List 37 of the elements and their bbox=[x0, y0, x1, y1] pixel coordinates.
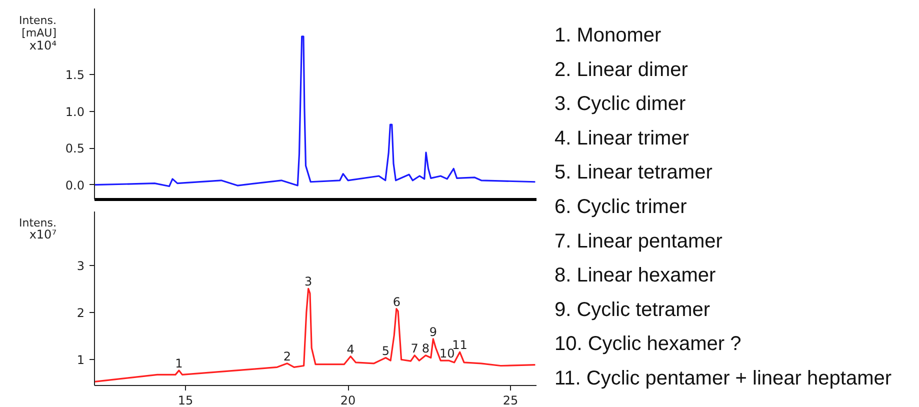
annotation: 10 bbox=[439, 346, 455, 361]
text: x10⁴ bbox=[29, 38, 57, 53]
x-tick-label: 15 bbox=[178, 394, 194, 407]
text: 10. Cyclic hexamer ? bbox=[554, 333, 742, 356]
line-series bbox=[94, 36, 536, 188]
text: 6. Cyclic trimer bbox=[554, 196, 688, 218]
text: 8. Linear hexamer bbox=[554, 264, 716, 287]
annotation: 8 bbox=[422, 341, 430, 356]
text: 3. Cyclic dimer bbox=[554, 93, 686, 116]
y-tick-label: 2 bbox=[76, 306, 85, 320]
annotation: 5 bbox=[382, 344, 390, 358]
text: 2. Linear dimer bbox=[554, 58, 688, 81]
line-series bbox=[94, 288, 536, 383]
text: x10⁷ bbox=[29, 228, 57, 242]
text: 7. Linear pentamer bbox=[554, 230, 723, 252]
text: 11. Cyclic pentamer + linear heptamer bbox=[554, 367, 892, 390]
annotation: 1 bbox=[175, 356, 183, 370]
y-axis-title: Intens. [mAU] bbox=[19, 14, 57, 40]
y-tick-label: 1.0 bbox=[65, 104, 85, 119]
text: 1. Monomer bbox=[554, 24, 662, 47]
y-tick-label: 1.5 bbox=[65, 68, 85, 82]
annotation: 2 bbox=[283, 349, 292, 364]
annotation: 6 bbox=[392, 294, 401, 309]
y-axis-title: Intens. bbox=[19, 216, 57, 230]
annotation: 4 bbox=[346, 342, 354, 356]
x-tick-label: 20 bbox=[340, 394, 356, 407]
y-tick-label: 3 bbox=[76, 259, 85, 274]
y-tick-label: 0.0 bbox=[65, 178, 85, 192]
text: 4. Linear trimer bbox=[554, 127, 690, 150]
y-tick-label: 0.5 bbox=[65, 142, 85, 156]
annotation: 7 bbox=[410, 341, 418, 356]
y-tick-label: 1 bbox=[76, 353, 85, 368]
text: 5. Linear tetramer bbox=[554, 162, 713, 184]
annotation: 9 bbox=[429, 324, 437, 339]
text: 9. Cyclic tetramer bbox=[554, 298, 710, 321]
annotation: 3 bbox=[304, 274, 312, 289]
x-tick-label: 25 bbox=[502, 394, 518, 407]
